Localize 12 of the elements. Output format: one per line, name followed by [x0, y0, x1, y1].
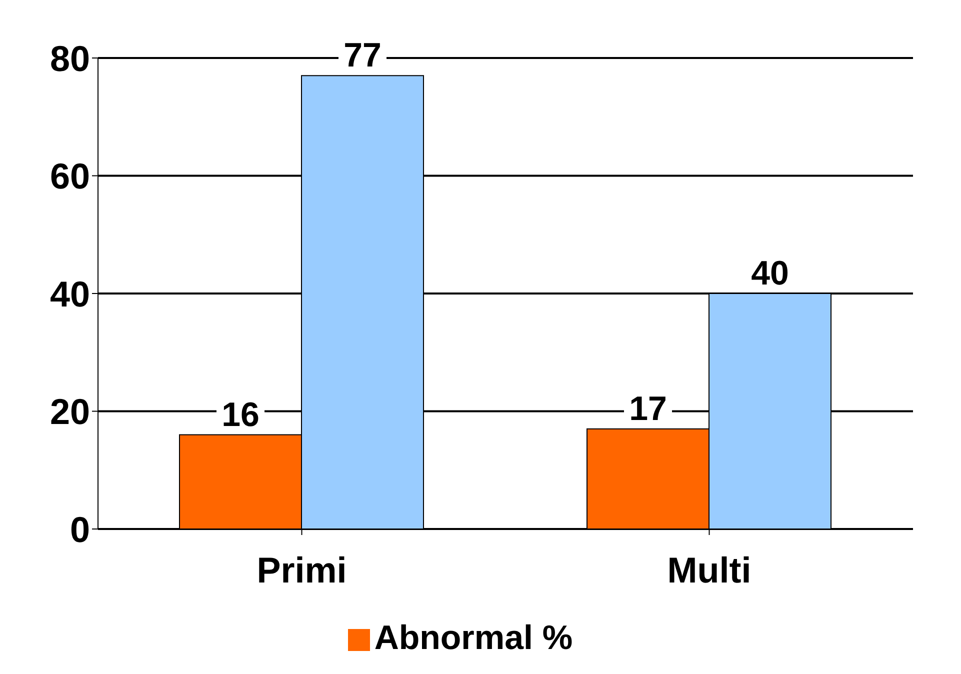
y-tick-label: 80 [50, 38, 90, 79]
y-tick-label: 0 [70, 508, 90, 550]
data-label: 16 [222, 396, 260, 434]
y-tick-label: 20 [50, 391, 90, 432]
x-tick-label: Multi [667, 550, 752, 591]
data-label: 40 [751, 254, 789, 292]
x-tick-label: Primi [256, 550, 347, 591]
data-label: 77 [344, 36, 382, 75]
y-tick-label: 60 [50, 156, 90, 197]
legend-label: Abnormal % [374, 619, 573, 657]
y-tick-label: 40 [50, 273, 90, 314]
data-label: 17 [629, 390, 667, 428]
